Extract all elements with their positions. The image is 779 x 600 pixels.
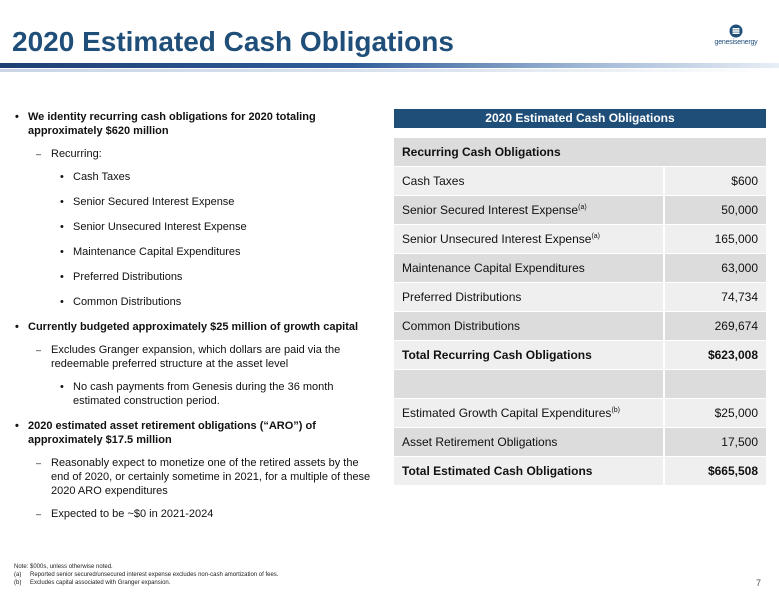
spacer-cell xyxy=(663,369,766,399)
footnotes: Note: $000s, unless otherwise noted. (a)… xyxy=(14,563,278,587)
footnote-b: (b) Excludes capital associated with Gran… xyxy=(14,580,171,586)
sub-bullet-item: Reasonably expect to monetize one of the… xyxy=(14,456,374,498)
row-label: Total Recurring Cash Obligations xyxy=(394,340,664,370)
footnote-ref: (a) xyxy=(578,204,587,211)
sub-bullet-item: Expected to be ~$0 in 2021-2024 xyxy=(14,507,374,521)
sub-sub-bullet-item: Cash Taxes xyxy=(14,170,374,184)
row-value: $623,008 xyxy=(663,340,766,370)
bullet-item: We identity recurring cash obligations f… xyxy=(14,110,374,138)
table-row: Preferred Distributions 74,734 xyxy=(394,282,766,312)
sub-bullet-item: Recurring: xyxy=(14,147,374,161)
row-value: $25,000 xyxy=(663,398,766,428)
row-label: Senior Unsecured Interest Expense(a) xyxy=(394,224,664,254)
table-section-header: Recurring Cash Obligations xyxy=(394,138,766,167)
header-rule-secondary xyxy=(0,69,779,72)
sub-sub-bullet-item: Common Distributions xyxy=(14,295,374,309)
row-label: Preferred Distributions xyxy=(394,282,664,312)
sub-sub-bullet-item: Senior Secured Interest Expense xyxy=(14,195,374,209)
table-row: Maintenance Capital Expenditures 63,000 xyxy=(394,253,766,283)
row-value: 165,000 xyxy=(663,224,766,254)
cash-obligations-table: 2020 Estimated Cash Obligations Recurrin… xyxy=(394,109,766,486)
table-row: Senior Unsecured Interest Expense(a) 165… xyxy=(394,224,766,254)
table-row: Asset Retirement Obligations 17,500 xyxy=(394,427,766,457)
row-value: 269,674 xyxy=(663,311,766,341)
spacer-cell xyxy=(394,369,664,399)
logo-text: genesisenergy xyxy=(714,39,758,46)
row-label: Senior Secured Interest Expense(a) xyxy=(394,195,664,225)
row-label: Estimated Growth Capital Expenditures(b) xyxy=(394,398,664,428)
table-row: Senior Secured Interest Expense(a) 50,00… xyxy=(394,195,766,225)
sub-sub-bullet-item: Preferred Distributions xyxy=(14,270,374,284)
row-label: Cash Taxes xyxy=(394,166,664,196)
row-label: Maintenance Capital Expenditures xyxy=(394,253,664,283)
sub-bullet-item: Excludes Granger expansion, which dollar… xyxy=(14,343,374,371)
row-label: Asset Retirement Obligations xyxy=(394,427,664,457)
row-value: 63,000 xyxy=(663,253,766,283)
footnote-a: (a) Reported senior secured/unsecured int… xyxy=(14,572,279,578)
sub-sub-bullet-item: Maintenance Capital Expenditures xyxy=(14,245,374,259)
table-row: Common Distributions 269,674 xyxy=(394,311,766,341)
header-rule xyxy=(0,63,779,68)
footnote-ref: (b) xyxy=(611,407,620,414)
row-value: $665,508 xyxy=(663,456,766,486)
row-value: 17,500 xyxy=(663,427,766,457)
spacer-row xyxy=(394,369,766,399)
row-label: Total Estimated Cash Obligations xyxy=(394,456,664,486)
footnote-ref: (a) xyxy=(591,233,601,240)
row-value: $600 xyxy=(663,166,766,196)
total-recurring-row: Total Recurring Cash Obligations $623,00… xyxy=(394,340,766,370)
note-units: Note: $000s, unless otherwise noted. xyxy=(14,564,113,570)
sub-sub-bullet-item: Senior Unsecured Interest Expense xyxy=(14,220,374,234)
row-value: 50,000 xyxy=(663,195,766,225)
total-row: Total Estimated Cash Obligations $665,50… xyxy=(394,456,766,486)
table-row: Cash Taxes $600 xyxy=(394,166,766,196)
section-header-label: Recurring Cash Obligations xyxy=(394,138,766,167)
sub-sub-bullet-item: No cash payments from Genesis during the… xyxy=(14,380,374,408)
row-value: 74,734 xyxy=(663,282,766,312)
bullet-item: 2020 estimated asset retirement obligati… xyxy=(14,419,374,447)
company-logo: genesisenergy xyxy=(706,24,766,46)
page-number: 7 xyxy=(755,578,761,588)
table-title: 2020 Estimated Cash Obligations xyxy=(394,109,766,128)
genesis-logo-icon xyxy=(729,24,743,38)
bullet-item: Currently budgeted approximately $25 mil… xyxy=(14,320,374,334)
bullet-list: We identity recurring cash obligations f… xyxy=(14,110,374,530)
page-title: 2020 Estimated Cash Obligations xyxy=(12,26,454,57)
row-label: Common Distributions xyxy=(394,311,664,341)
table-row: Estimated Growth Capital Expenditures(b)… xyxy=(394,398,766,428)
